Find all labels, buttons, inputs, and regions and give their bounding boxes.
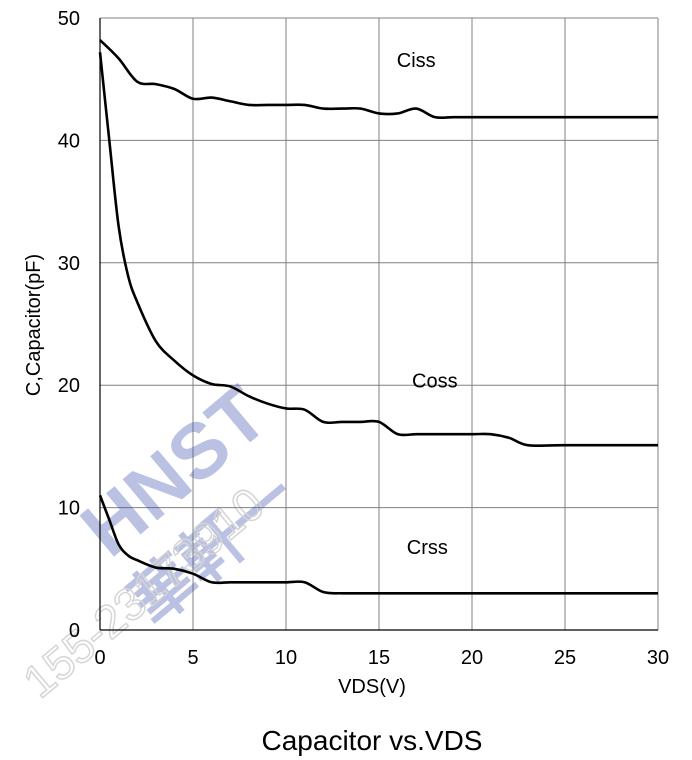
x-tick-label: 15 (368, 647, 390, 669)
x-tick-label: 0 (94, 647, 105, 669)
series-label-coss: Coss (412, 371, 458, 393)
series-lines (98, 39, 658, 595)
x-tick-label: 20 (461, 647, 483, 669)
y-axis-title: C,Capacitor(pF) (23, 254, 45, 396)
x-tick-label: 25 (554, 647, 576, 669)
series-line-coss (98, 52, 658, 448)
x-axis-title: VDS(V) (338, 676, 406, 698)
chart-title: Capacitor vs.VDS (262, 725, 483, 756)
series-label-ciss: Ciss (397, 50, 436, 72)
labels: 0 5 10 15 20 25 30 0 10 20 30 40 50 Ciss Coss Crss (58, 8, 669, 669)
grid-lines (99, 17, 659, 631)
y-tick-label: 40 (58, 130, 80, 152)
y-tick-label: 20 (58, 375, 80, 397)
series-line-ciss (99, 39, 658, 120)
y-tick-label: 30 (58, 253, 80, 275)
y-tick-label: 10 (58, 498, 80, 520)
y-tick-label: 0 (69, 620, 80, 642)
series-line-crss (98, 494, 658, 595)
x-tick-label: 5 (187, 647, 198, 669)
series-label-crss: Crss (407, 537, 448, 559)
axes (99, 18, 658, 631)
x-tick-label: 30 (647, 647, 669, 669)
y-tick-label: 50 (58, 8, 80, 30)
x-tick-label: 10 (275, 647, 297, 669)
